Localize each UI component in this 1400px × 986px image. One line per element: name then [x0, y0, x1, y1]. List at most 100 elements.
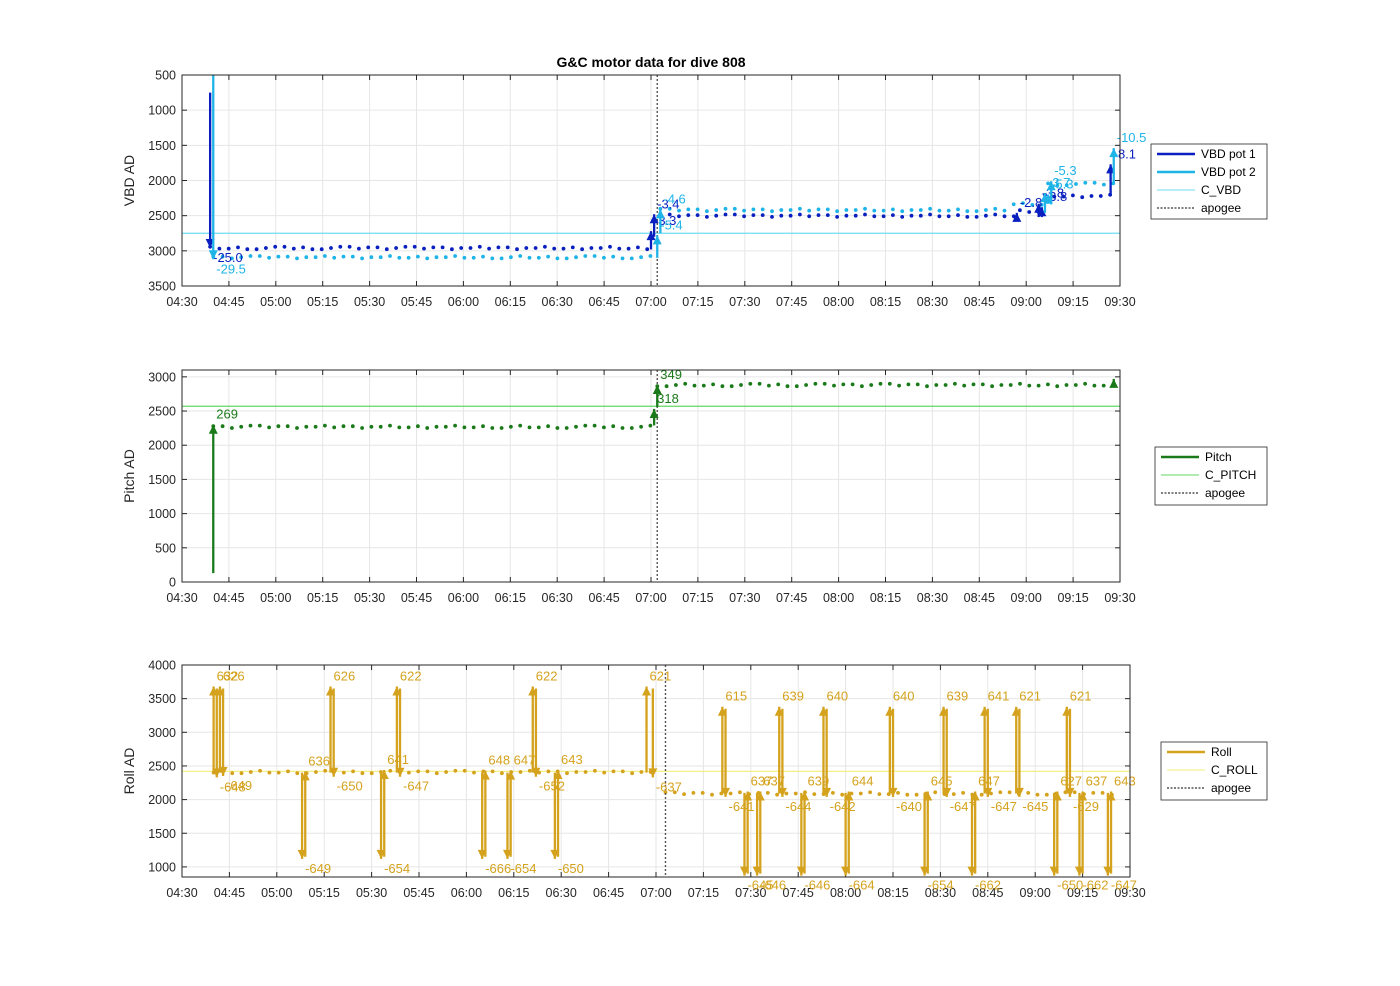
data-point	[230, 256, 234, 261]
data-point	[602, 425, 606, 430]
data-point	[425, 256, 430, 261]
event-label: 641	[988, 689, 1010, 704]
data-point	[1044, 792, 1049, 797]
data-point	[527, 425, 532, 430]
data-point	[868, 790, 872, 795]
event-arrow: -662	[967, 792, 1001, 893]
y-tick-label: 3000	[148, 726, 176, 740]
x-tick-label: 07:00	[640, 886, 671, 900]
event-label: -10.5	[1117, 130, 1147, 145]
data-point	[692, 383, 697, 388]
event-label: -646	[760, 878, 786, 893]
x-tick-label: 06:30	[546, 886, 577, 900]
x-tick-label: 09:30	[1104, 295, 1135, 309]
event-arrow-head	[655, 209, 665, 219]
event-arrow-head	[480, 770, 490, 780]
data-point	[951, 792, 956, 796]
data-point	[850, 382, 855, 387]
data-point	[714, 213, 719, 218]
data-point	[434, 771, 439, 776]
data-point	[620, 769, 625, 774]
data-point	[872, 208, 877, 213]
x-tick-label: 07:30	[735, 886, 766, 900]
event-label: -642	[830, 799, 856, 814]
data-point	[825, 213, 830, 218]
legend-box	[1150, 143, 1268, 220]
data-point	[645, 247, 650, 252]
x-tick-label: 06:30	[542, 295, 573, 309]
event-arrow-head	[755, 791, 765, 801]
data-point	[239, 771, 244, 776]
event-label: 318	[657, 391, 679, 406]
x-tick-label: 09:30	[1104, 591, 1135, 605]
event-label: -646	[804, 878, 830, 893]
event-arrow-head	[553, 769, 563, 779]
data-point	[1002, 208, 1007, 213]
data-point	[720, 384, 725, 389]
data-point	[648, 254, 653, 258]
event-arrow: -647	[395, 688, 429, 794]
data-point	[629, 256, 634, 261]
data-point	[1089, 194, 1094, 198]
data-point	[574, 770, 579, 774]
data-point	[561, 246, 566, 251]
x-tick-label: 07:15	[688, 886, 719, 900]
data-point	[961, 791, 965, 795]
event-arrow: 641	[980, 689, 1009, 794]
x-tick-label: 08:15	[870, 295, 901, 309]
data-point	[742, 214, 746, 219]
y-tick-label: 0	[169, 576, 176, 590]
y-tick-label: 2000	[148, 439, 176, 453]
data-point	[853, 208, 858, 212]
event-label: -648	[220, 779, 246, 794]
x-tick-label: 08:30	[917, 295, 948, 309]
event-label: -666	[485, 861, 511, 876]
event-label: 621	[1070, 689, 1092, 704]
data-point	[798, 206, 802, 211]
data-point	[397, 425, 402, 430]
data-point	[742, 208, 746, 213]
event-label: -5.4	[660, 217, 682, 232]
data-point	[984, 208, 988, 212]
x-tick-label: 04:45	[214, 886, 245, 900]
data-point	[1027, 210, 1032, 214]
data-point	[431, 245, 436, 250]
legend-entry: Roll	[1211, 745, 1232, 759]
event-label: 636	[308, 753, 330, 768]
data-point	[471, 255, 476, 260]
x-tick-label: 08:15	[877, 886, 908, 900]
data-point	[1100, 791, 1105, 795]
x-tick-label: 05:00	[260, 591, 291, 605]
data-point	[332, 425, 337, 430]
event-arrow-head	[777, 787, 787, 797]
data-point	[906, 382, 911, 387]
y-tick-label: 1000	[148, 507, 176, 521]
data-point	[1021, 201, 1025, 206]
event-label: -649	[305, 861, 331, 876]
data-point	[580, 247, 584, 252]
y-tick-label: 3500	[148, 280, 176, 294]
data-point	[388, 254, 392, 258]
data-point	[630, 771, 634, 776]
data-point	[937, 208, 942, 213]
event-label: -25.0	[213, 250, 243, 265]
event-label: 643	[561, 752, 583, 767]
event-arrow: 639	[774, 689, 804, 794]
data-point	[798, 212, 802, 217]
data-point	[350, 424, 355, 429]
x-tick-label: 08:30	[925, 886, 956, 900]
legend-entry: apogee	[1211, 781, 1251, 795]
event-label: -4.6	[663, 191, 685, 206]
event-arrow: 639	[939, 689, 968, 794]
data-point	[500, 771, 504, 776]
data-point	[962, 383, 967, 388]
data-point	[620, 426, 625, 430]
data-point	[412, 244, 417, 249]
data-point	[1092, 180, 1097, 185]
data-point	[425, 769, 430, 774]
data-point	[314, 770, 318, 774]
data-point	[295, 771, 300, 776]
x-tick-label: 08:00	[823, 295, 854, 309]
event-arrow: -4.6	[655, 191, 686, 234]
event-arrow: -10.5	[1109, 130, 1147, 184]
